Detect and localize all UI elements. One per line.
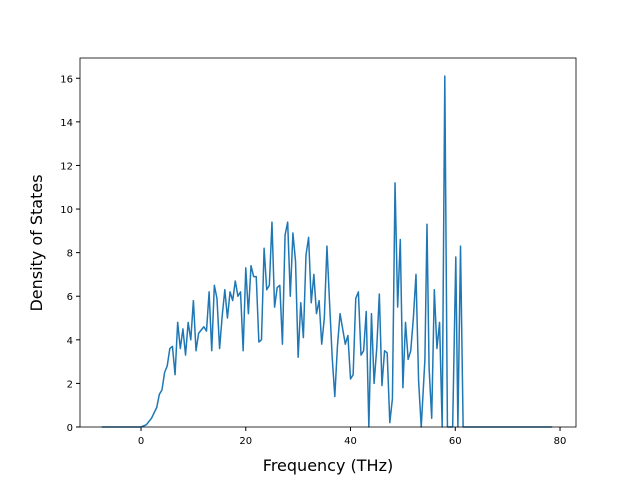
y-tick-label: 2 [67,379,73,390]
x-tick-label: 60 [449,436,462,447]
x-tick-label: 20 [239,436,252,447]
x-tick-label: 0 [138,436,144,447]
y-tick-label: 10 [60,205,73,216]
y-tick-label: 14 [60,118,73,129]
y-tick-label: 16 [60,74,73,85]
plot-frame [79,57,577,428]
y-axis-label: Density of States [27,174,46,311]
x-axis-label: Frequency (THz) [263,456,393,475]
y-tick-label: 8 [67,249,73,260]
y-tick-label: 12 [60,161,73,172]
series-line [101,75,553,428]
y-tick-label: 0 [67,423,73,434]
y-tick-label: 4 [67,336,73,347]
x-tick-label: 80 [554,436,567,447]
y-tick-label: 6 [67,292,73,303]
x-tick-label: 40 [344,436,357,447]
